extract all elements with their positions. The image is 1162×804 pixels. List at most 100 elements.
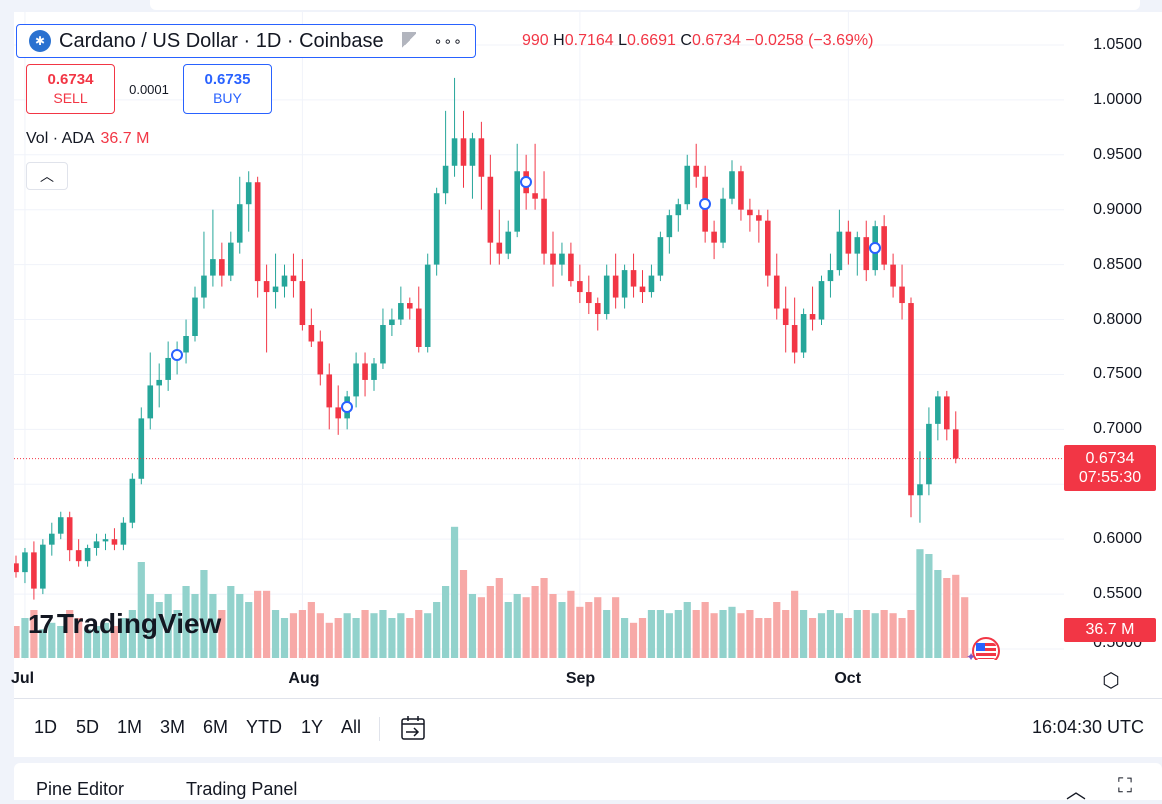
maximize-icon[interactable]: ⛶ (1118, 775, 1132, 797)
timeframe-1d[interactable]: 1D (34, 717, 58, 737)
volume-bar (155, 602, 163, 658)
candle-body (84, 547, 91, 562)
volume-bar (477, 597, 485, 658)
event-marker-icon[interactable] (171, 349, 184, 362)
volume-bar (119, 618, 127, 658)
time-tick-label: Sep (565, 670, 596, 687)
candle-body (165, 357, 171, 380)
sell-button[interactable]: 0.6734 SELL (26, 64, 115, 114)
timeframe-3m[interactable]: 3M (160, 717, 186, 737)
candle-body (362, 363, 368, 380)
candle-body (809, 314, 816, 320)
more-icon[interactable]: ∘∘∘ (433, 32, 463, 49)
tradingview-logo-icon: 17 (28, 608, 54, 639)
volume-bar (236, 594, 244, 658)
utc-clock[interactable]: 16:04:30 UTC (1031, 717, 1144, 737)
chart-canvas[interactable] (14, 12, 1064, 660)
tab-pine-editor[interactable]: Pine Editor (36, 779, 125, 799)
volume-bar (800, 610, 808, 658)
event-marker-icon[interactable] (341, 401, 354, 414)
candle-body (433, 193, 440, 265)
candle-body (371, 363, 377, 380)
candle-body (899, 286, 905, 304)
candle-body (756, 215, 762, 221)
volume-bar (504, 602, 512, 658)
candle-body (210, 259, 216, 276)
volume-bar (298, 610, 306, 658)
candle-body (272, 286, 279, 293)
candle-body (496, 242, 503, 254)
symbol-legend[interactable]: ✱ Cardano / US Dollar · 1D · Coinbase ∘∘… (16, 24, 476, 58)
timeframe-1y[interactable]: 1Y (301, 717, 324, 737)
candle-body (442, 165, 449, 194)
event-marker-icon[interactable] (520, 176, 533, 189)
volume-bar (459, 570, 468, 658)
high-value: 0.7164 (564, 32, 614, 49)
price-axis[interactable]: 1.0500 1.0000 0.9500 0.9000 0.8500 0.8000 0.75… (1064, 12, 1162, 660)
candle-body (353, 363, 359, 397)
volume-axis-label: 36.7 M (1064, 618, 1156, 642)
candle-body (836, 231, 843, 271)
volume-bar (558, 602, 566, 658)
symbol-title[interactable]: Cardano / US Dollar · 1D · Coinbase (59, 29, 384, 52)
volume-bar (907, 610, 915, 658)
ohlc-values: 990 H0.7164 L0.6691 C0.6734 −0.0258 (−3.… (522, 32, 873, 50)
flag-icon[interactable] (401, 32, 416, 50)
candle-body (773, 275, 780, 309)
volume-axis-value: 36.7 M (1085, 621, 1135, 638)
candle-body (800, 314, 807, 353)
chart-settings-icon[interactable]: ⬡ (1102, 670, 1120, 692)
volume-bar (146, 594, 154, 658)
tradingview-logo[interactable]: 17 TradingView (28, 608, 221, 640)
last-price-value: 0.6734 (1085, 449, 1135, 467)
volume-bar (48, 622, 56, 658)
chevron-up-icon[interactable]: ︿ (1066, 781, 1086, 803)
date-range-icon[interactable] (398, 713, 428, 743)
volume-legend[interactable]: Vol · ADA 36.7 M (26, 130, 149, 148)
volume-bar (75, 618, 83, 658)
event-marker-icon[interactable] (699, 198, 712, 211)
volume-bar (424, 613, 432, 658)
candle-body (738, 171, 744, 210)
volume-bar (701, 602, 709, 658)
timeframe-ytd[interactable]: YTD (246, 717, 282, 737)
volume-bar (110, 626, 119, 658)
volume-bar (66, 610, 74, 658)
timeframe-1m[interactable]: 1M (117, 717, 143, 737)
volume-bar (316, 613, 324, 658)
event-marker-icon[interactable] (869, 242, 882, 255)
chart-pane[interactable]: ✱ Cardano / US Dollar · 1D · Coinbase ∘∘… (14, 12, 1064, 660)
change-value: −0.0258 (−3.69%) (745, 32, 874, 49)
candle-body (326, 374, 333, 408)
volume-bar (307, 602, 315, 658)
timeframe-6m[interactable]: 6M (203, 717, 229, 737)
volume-bar (755, 618, 763, 658)
volume-bar (782, 610, 790, 658)
candle-body (657, 237, 664, 276)
candle-body (201, 275, 207, 298)
low-value: 0.6691 (627, 32, 676, 49)
candle-body (594, 303, 601, 315)
candle-body (917, 484, 923, 496)
volume-bar (245, 602, 253, 658)
volume-bar (433, 602, 441, 658)
volume-bar (84, 629, 92, 658)
timeframe-5d[interactable]: 5D (76, 717, 100, 737)
candle-body (147, 385, 154, 419)
volume-bar (442, 586, 450, 658)
candle-body (666, 215, 673, 238)
collapse-legend-button[interactable]: ︿ (26, 162, 68, 190)
volume-legend-label: Vol · ADA (26, 130, 95, 147)
volume-bar (719, 610, 727, 658)
buy-button[interactable]: 0.6735 BUY (183, 64, 272, 114)
us-flag-icon[interactable]: ✦ (964, 634, 1000, 660)
volume-bar (567, 590, 575, 658)
candle-body (111, 539, 118, 545)
time-tick-label: Jul (10, 670, 35, 687)
candle-body (639, 286, 646, 293)
volume-bar (925, 554, 933, 658)
tab-trading-panel[interactable]: Trading Panel (186, 779, 298, 799)
high-label: H (553, 32, 565, 49)
time-axis[interactable]: Jul Aug Sep Oct (10, 660, 1162, 698)
timeframe-all[interactable]: All (341, 717, 362, 737)
